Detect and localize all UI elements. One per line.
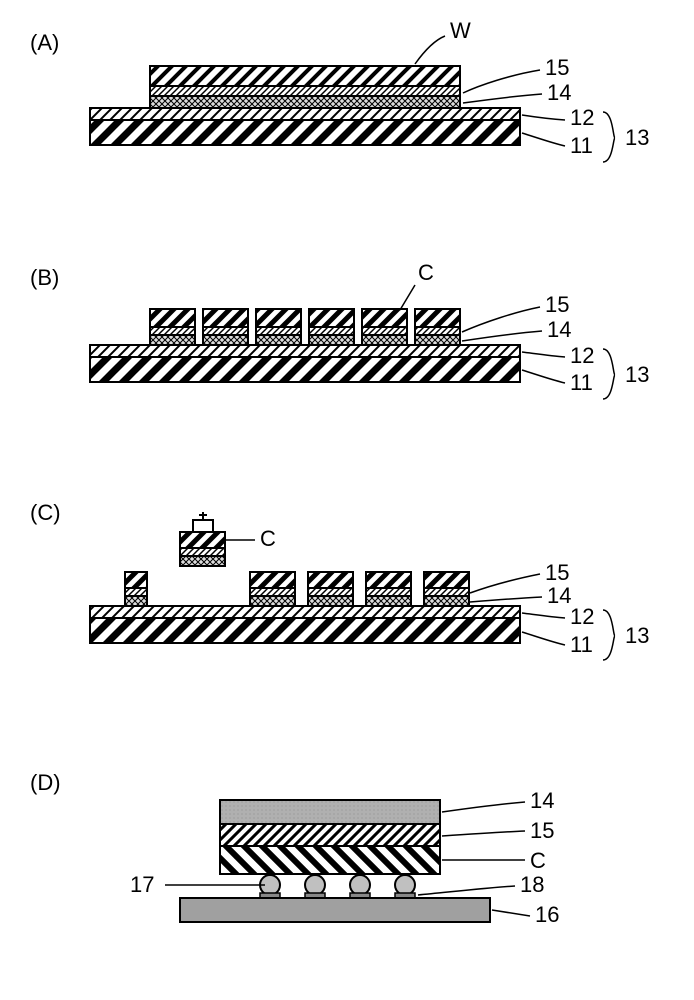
expanded-chips [125, 572, 469, 606]
layer-15 [220, 824, 440, 846]
callout-14: 14 [530, 788, 554, 813]
callout-15: 15 [545, 560, 569, 585]
bumps [260, 875, 415, 895]
substrate-16 [180, 898, 490, 922]
panel-a: (A) W 15 14 12 11 13 [30, 20, 649, 162]
callout-w: W [450, 20, 471, 43]
callout-c: C [418, 260, 434, 285]
panel-c-label: (C) [30, 500, 61, 525]
layer-14 [150, 96, 460, 108]
callout-11: 11 [570, 133, 593, 158]
callout-11: 11 [570, 632, 593, 657]
layer-12 [90, 606, 520, 618]
callout-17: 17 [130, 872, 154, 897]
panel-d: (D) 14 15 C 18 16 17 [30, 770, 559, 927]
callout-11: 11 [570, 370, 593, 395]
picked-chip [180, 512, 225, 566]
callout-13: 13 [625, 125, 649, 150]
callout-18: 18 [520, 872, 544, 897]
panel-d-label: (D) [30, 770, 61, 795]
panel-a-label: (A) [30, 30, 59, 55]
diced-chips [150, 309, 460, 345]
callout-14: 14 [547, 317, 571, 342]
layer-14 [220, 800, 440, 824]
layer-11 [90, 120, 520, 145]
callout-15: 15 [545, 292, 569, 317]
callout-13: 13 [625, 623, 649, 648]
panel-c: (C) [30, 500, 649, 660]
wafer-w [150, 66, 460, 86]
chip-c [220, 846, 440, 874]
callout-16: 16 [535, 902, 559, 927]
callout-12: 12 [570, 604, 594, 629]
callout-15: 15 [545, 55, 569, 80]
callout-12: 12 [570, 105, 594, 130]
callout-c: C [530, 848, 546, 873]
callout-14: 14 [547, 583, 571, 608]
panel-b: (B) [30, 260, 649, 399]
layer-11 [90, 618, 520, 643]
callout-13: 13 [625, 362, 649, 387]
callout-15: 15 [530, 818, 554, 843]
layer-15 [150, 86, 460, 96]
layer-12 [90, 108, 520, 120]
panel-b-label: (B) [30, 265, 59, 290]
callout-12: 12 [570, 343, 594, 368]
layer-11 [90, 357, 520, 382]
layer-12 [90, 345, 520, 357]
callout-14: 14 [547, 80, 571, 105]
callout-c: C [260, 526, 276, 551]
